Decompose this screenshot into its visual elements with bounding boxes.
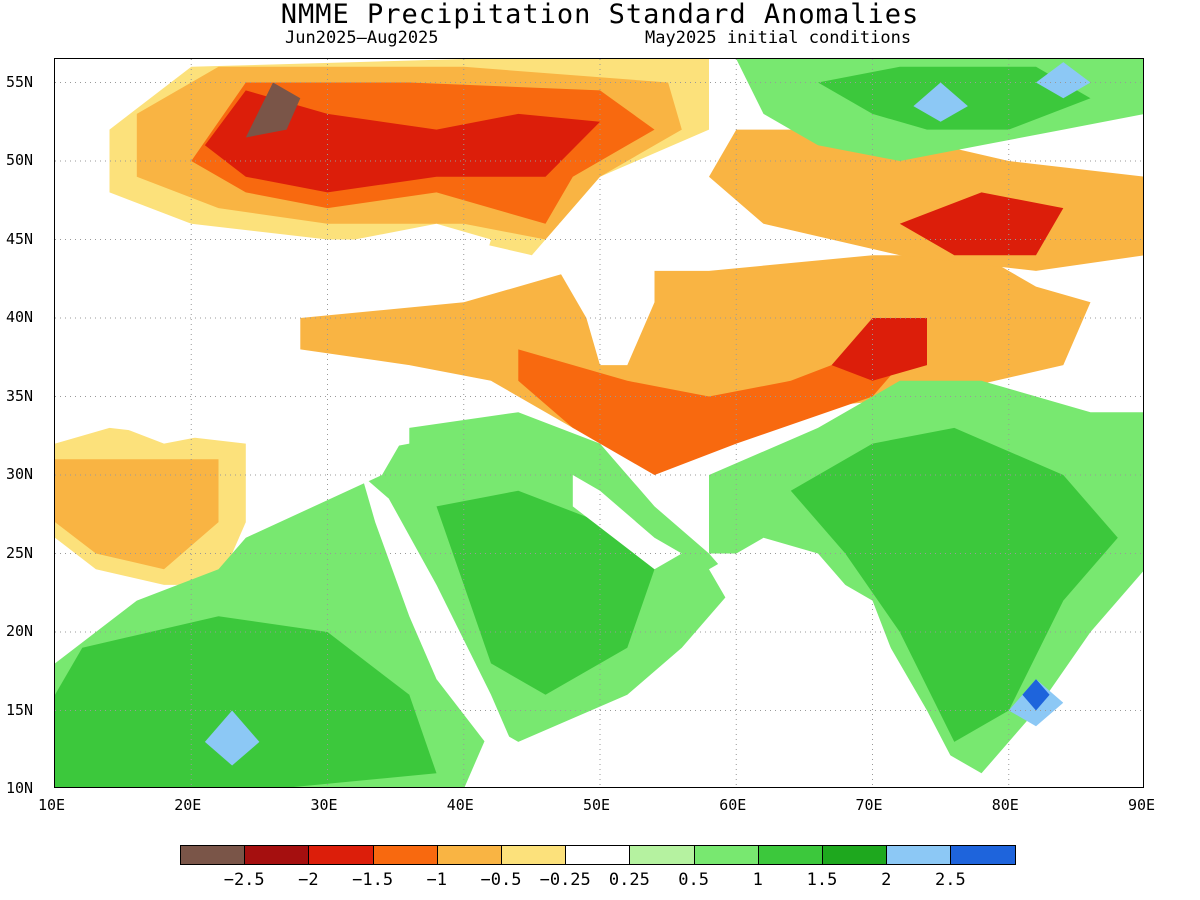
colorbar-swatch [501, 845, 567, 865]
colorbar-swatch [629, 845, 695, 865]
colorbar-swatch [822, 845, 888, 865]
colorbar-label: −1 [426, 870, 448, 890]
colorbar-swatch [757, 845, 823, 865]
anomaly-region-wet-blue-4 [1036, 62, 1091, 99]
anomaly-map [55, 59, 1143, 787]
anomaly-region-blank-arabian-sea [572, 537, 967, 787]
lon-tick-label: 60E [719, 796, 747, 814]
lat-tick-label: 30N [6, 465, 34, 484]
colorbar-label: −2 [298, 870, 319, 890]
colorbar-swatch [372, 845, 438, 865]
colorbar-swatch [565, 845, 631, 865]
colorbar-label: −2.5 [223, 870, 265, 890]
anomaly-region-blank-caspian [559, 208, 655, 366]
colorbar-swatch [180, 845, 246, 865]
anomaly-region-wet-dark-blue [1022, 679, 1050, 711]
colorbar-label: 0.25 [608, 870, 650, 890]
anomaly-region-dry-iran-core [518, 349, 900, 475]
anomaly-region-wet-india-core [790, 427, 1118, 742]
colorbar-label: −1.5 [352, 870, 394, 890]
forecast-period: Jun2025–Aug2025 [285, 28, 439, 48]
colorbar-label: 2.5 [935, 870, 966, 890]
anomaly-region-dry-turkey-iran [300, 255, 1091, 460]
colorbar-swatch [886, 845, 952, 865]
anomaly-region-wet-sudan-core [55, 616, 437, 787]
lat-tick-label: 10N [6, 779, 34, 797]
colorbar-swatch [436, 845, 502, 865]
map-title: NMME Precipitation Standard Anomalies [280, 0, 920, 30]
lat-tick-label: 40N [6, 308, 34, 327]
lon-tick-label: 90E [1128, 796, 1156, 814]
anomaly-region-dry-poland-max [245, 82, 301, 138]
anomaly-region-blank-black-sea [300, 223, 491, 303]
lon-tick-label: 40E [446, 796, 474, 814]
anomaly-region-dry-tajik [831, 318, 927, 381]
colorbar-label: 2 [881, 870, 892, 890]
colorbar-label: 1.5 [806, 870, 838, 890]
anomaly-region-blank-persian-gulf [572, 475, 682, 570]
map-panel [54, 58, 1144, 788]
colorbar-swatch [950, 845, 1016, 865]
colorbar-label: 0.5 [678, 870, 709, 890]
anomaly-region-wet-arabia-core [436, 490, 655, 695]
lon-tick-label: 70E [855, 796, 883, 814]
lat-tick-label: 20N [6, 622, 34, 640]
anomaly-region-wet-blue-2 [204, 710, 260, 766]
anomaly-region-dry-north-africa-core [55, 459, 219, 570]
lat-tick-label: 35N [6, 386, 34, 405]
lat-tick-label: 50N [6, 151, 34, 170]
anomaly-region-wet-blue-3 [913, 82, 968, 122]
lon-tick-label: 80E [991, 796, 1019, 814]
lat-tick-label: 25N [6, 543, 34, 562]
anomaly-region-blank-mediterranean [55, 318, 410, 460]
colorbar-label: −0.25 [539, 870, 591, 890]
anomaly-region-blank-bay-bengal [1009, 633, 1143, 787]
colorbar-swatch [244, 845, 310, 865]
lon-tick-label: 10E [38, 796, 66, 814]
lon-tick-label: 20E [174, 796, 202, 814]
colorbar-label: 1 [752, 870, 763, 890]
anomaly-region-blank-red-sea [361, 475, 512, 750]
anomaly-region-dry-east-europe-stronger [204, 90, 600, 193]
initial-conditions: May2025 initial conditions [645, 28, 912, 48]
lat-tick-label: 55N [6, 72, 34, 91]
colorbar-label: −0.5 [480, 870, 522, 890]
lon-tick-label: 50E [583, 796, 611, 814]
lon-tick-label: 30E [310, 796, 338, 814]
lat-tick-label: 15N [6, 700, 34, 719]
colorbar-swatch [693, 845, 759, 865]
lat-tick-label: 45N [6, 229, 34, 248]
colorbar-swatch [308, 845, 374, 865]
